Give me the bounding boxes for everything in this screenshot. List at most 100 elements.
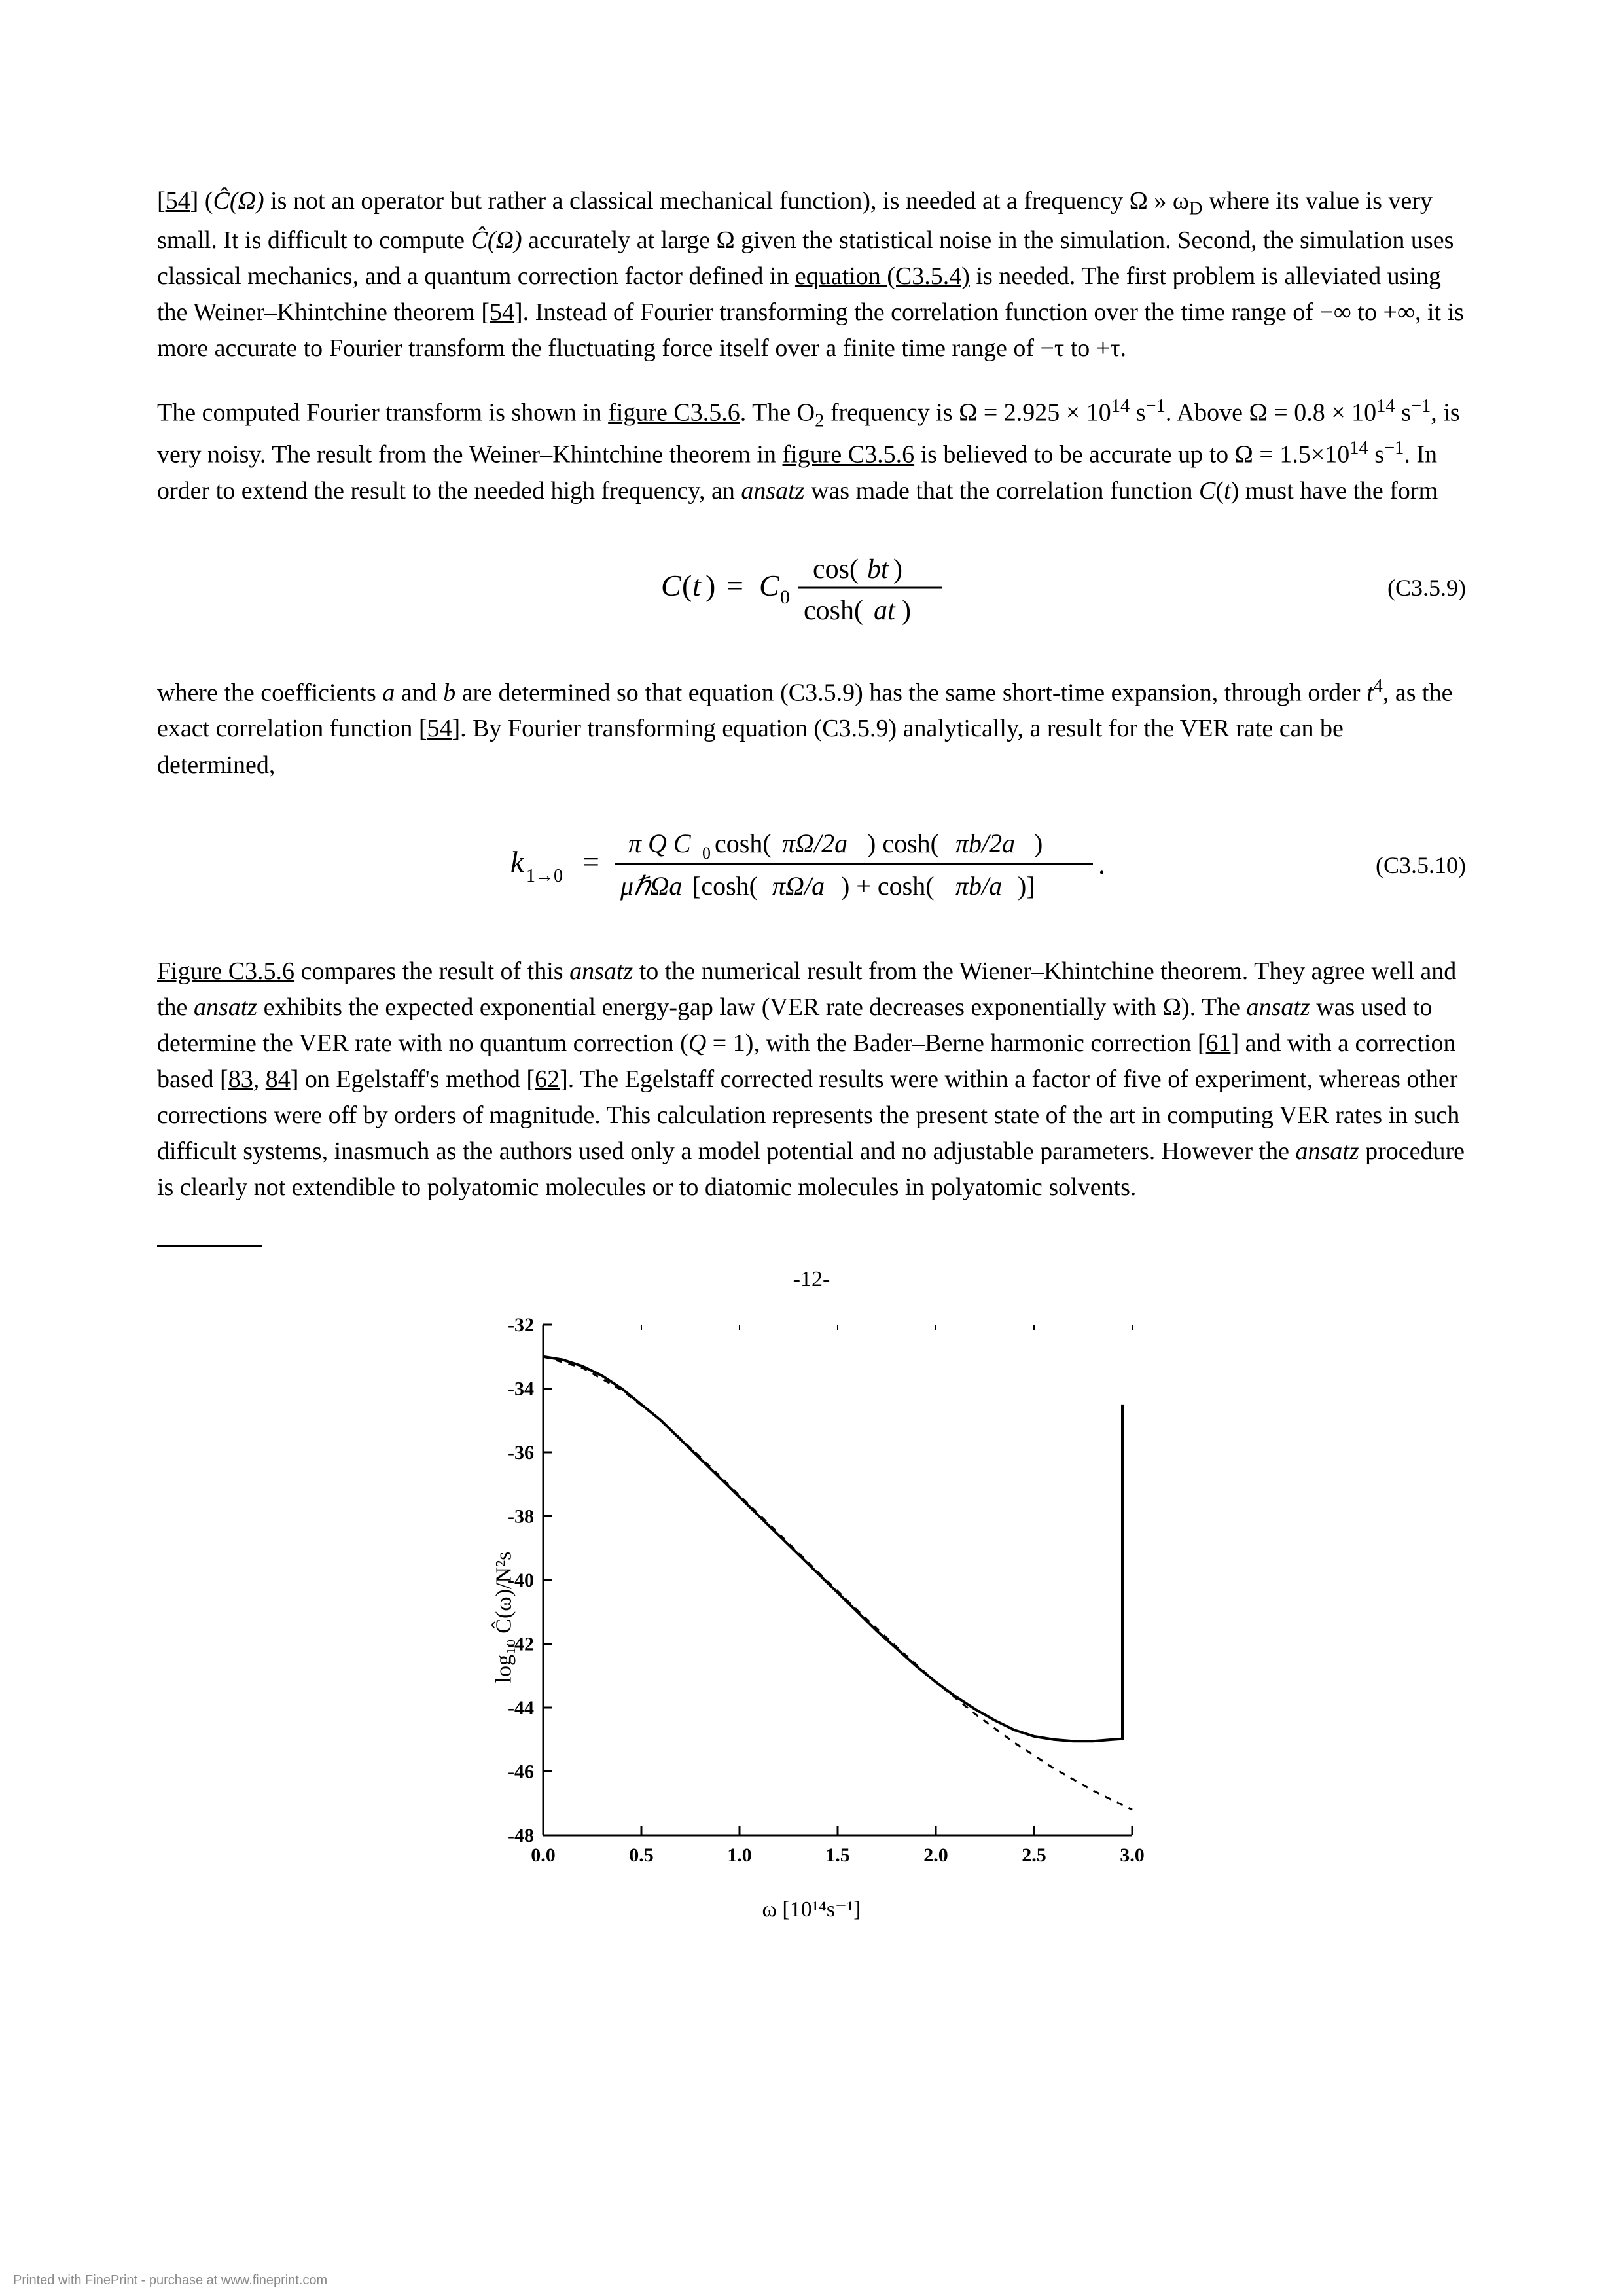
svg-text:0.5: 0.5 xyxy=(629,1844,654,1866)
text: = 1), with the Bader–Berne harmonic corr… xyxy=(706,1030,1205,1057)
svg-text:[cosh(: [cosh( xyxy=(692,871,758,901)
C-of-t: C xyxy=(1199,477,1215,505)
svg-text:C: C xyxy=(661,569,682,602)
svg-text:πb/2a: πb/2a xyxy=(955,829,1015,858)
svg-text:) + cosh(: ) + cosh( xyxy=(841,871,935,901)
svg-text:.: . xyxy=(1098,848,1105,880)
svg-text:): ) xyxy=(893,554,902,584)
svg-text:3.0: 3.0 xyxy=(1120,1844,1145,1866)
ref-62[interactable]: 62 xyxy=(535,1066,560,1093)
svg-text:cosh(: cosh( xyxy=(715,829,772,858)
text: compares the result of this xyxy=(294,958,569,985)
ref-61[interactable]: 61 xyxy=(1206,1030,1231,1057)
svg-text:-44: -44 xyxy=(508,1697,534,1719)
text: [ xyxy=(157,187,166,215)
text: are determined so that equation (C3.5.9)… xyxy=(455,679,1366,706)
svg-text:-38: -38 xyxy=(508,1506,534,1528)
ref-83[interactable]: 83 xyxy=(228,1066,253,1093)
svg-text:1.0: 1.0 xyxy=(727,1844,752,1866)
sup-14: 14 xyxy=(1111,396,1130,416)
var-b: b xyxy=(443,679,455,706)
text: is not an operator but rather a classica… xyxy=(264,187,1189,215)
sup-neg1: −1 xyxy=(1411,396,1431,416)
ref-eq-c354[interactable]: equation (C3.5.4) xyxy=(795,262,970,290)
ref-fig-c356[interactable]: figure C3.5.6 xyxy=(783,441,915,469)
ref-fig-c356[interactable]: Figure C3.5.6 xyxy=(157,958,294,985)
ref-54[interactable]: 54 xyxy=(166,187,190,215)
var-t: t xyxy=(1366,679,1374,706)
svg-text:k: k xyxy=(510,845,525,878)
ansatz: ansatz xyxy=(741,477,804,505)
text: was made that the correlation function xyxy=(804,477,1199,505)
svg-text:): ) xyxy=(705,569,715,602)
equation-svg: k 1→0 = π Q C 0 cosh( πΩ/2a ) cosh( πb/2… xyxy=(510,816,1113,914)
sup-neg1: −1 xyxy=(1146,396,1166,416)
text: exhibits the expected exponential energy… xyxy=(257,994,1246,1021)
text: . Above Ω = 0.8 × 10 xyxy=(1166,399,1376,427)
equation-c3-5-9: C ( t ) = C 0 cos( bt ) cosh( at ) (C3.5… xyxy=(157,542,1466,634)
svg-text:C: C xyxy=(759,569,780,602)
symbol-c-hat: Ĉ(Ω) xyxy=(471,226,522,254)
text: must have the form xyxy=(1239,477,1438,505)
text: frequency is Ω = 2.925 × 10 xyxy=(824,399,1111,427)
svg-text:-32: -32 xyxy=(508,1314,534,1336)
ref-84[interactable]: 84 xyxy=(266,1066,291,1093)
text: , xyxy=(253,1066,266,1093)
svg-text:πΩ/2a: πΩ/2a xyxy=(782,829,847,858)
svg-text:): ) xyxy=(1034,829,1043,858)
svg-text:πb/a: πb/a xyxy=(955,871,1002,901)
text: where the coefficients xyxy=(157,679,382,706)
svg-text:1.5: 1.5 xyxy=(825,1844,850,1866)
text: The computed Fourier transform is shown … xyxy=(157,399,608,427)
svg-text:): ) xyxy=(902,596,911,626)
paragraph-1: [54] (Ĉ(Ω) is not an operator but rather… xyxy=(157,183,1466,367)
text: s xyxy=(1130,399,1145,427)
svg-text:πΩ/a: πΩ/a xyxy=(772,871,825,901)
chart-svg: 0.00.51.01.52.02.53.0-48-46-44-42-40-38-… xyxy=(478,1312,1145,1881)
text: s xyxy=(1395,399,1411,427)
svg-text:2.5: 2.5 xyxy=(1022,1844,1046,1866)
svg-text:μℏΩa: μℏΩa xyxy=(620,871,682,901)
ansatz: ansatz xyxy=(569,958,633,985)
figure-page-number: -12- xyxy=(157,1267,1466,1292)
text: . The O xyxy=(740,399,815,427)
svg-text:-46: -46 xyxy=(508,1761,534,1783)
svg-text:t: t xyxy=(692,569,702,602)
paragraph-3: where the coefficients a and b are deter… xyxy=(157,673,1466,783)
sup-14: 14 xyxy=(1376,396,1395,416)
text: ] on Egelstaff's method [ xyxy=(291,1066,535,1093)
ref-54[interactable]: 54 xyxy=(490,298,514,326)
paragraph-4: Figure C3.5.6 compares the result of thi… xyxy=(157,954,1466,1206)
subscript-D: D xyxy=(1189,199,1203,219)
svg-text:cos(: cos( xyxy=(813,554,859,584)
figure-c3-5-6: -12- log₁₀ Ĉ(ω)/N²s 0.0 0.5 1.0 1.5 2.0 2.5 3.… xyxy=(157,1267,1466,1922)
equation-c3-5-10: k 1→0 = π Q C 0 cosh( πΩ/2a ) cosh( πb/2… xyxy=(157,816,1466,914)
var-a: a xyxy=(382,679,395,706)
svg-text:1→0: 1→0 xyxy=(526,866,563,886)
var-Q: Q xyxy=(688,1030,706,1057)
var-t: t xyxy=(1224,477,1231,505)
symbol-c-hat: Ĉ(Ω) xyxy=(213,187,264,215)
ansatz: ansatz xyxy=(1295,1138,1359,1165)
text: ] ( xyxy=(190,187,213,215)
chart-y-axis-label: log₁₀ Ĉ(ω)/N²s xyxy=(491,1551,516,1683)
svg-text:0.0: 0.0 xyxy=(531,1844,556,1866)
paragraph-2: The computed Fourier transform is shown … xyxy=(157,393,1466,509)
ref-54[interactable]: 54 xyxy=(427,715,452,742)
text: is believed to be accurate up to Ω = 1.5… xyxy=(914,441,1349,469)
sup-neg1: −1 xyxy=(1384,438,1404,458)
section-rule xyxy=(157,1245,262,1247)
svg-text:π Q C: π Q C xyxy=(628,829,692,858)
svg-text:=: = xyxy=(726,569,743,602)
svg-text:(: ( xyxy=(682,569,692,602)
svg-text:-36: -36 xyxy=(508,1442,534,1463)
text: s xyxy=(1368,441,1384,469)
svg-text:-34: -34 xyxy=(508,1378,534,1400)
sup-14: 14 xyxy=(1349,438,1368,458)
ref-fig-c356[interactable]: figure C3.5.6 xyxy=(608,399,740,427)
svg-text:0: 0 xyxy=(780,586,790,608)
svg-text:)]: )] xyxy=(1018,871,1035,901)
sup-4: 4 xyxy=(1374,676,1383,696)
svg-text:2.0: 2.0 xyxy=(923,1844,948,1866)
svg-text:cosh(: cosh( xyxy=(804,596,863,626)
